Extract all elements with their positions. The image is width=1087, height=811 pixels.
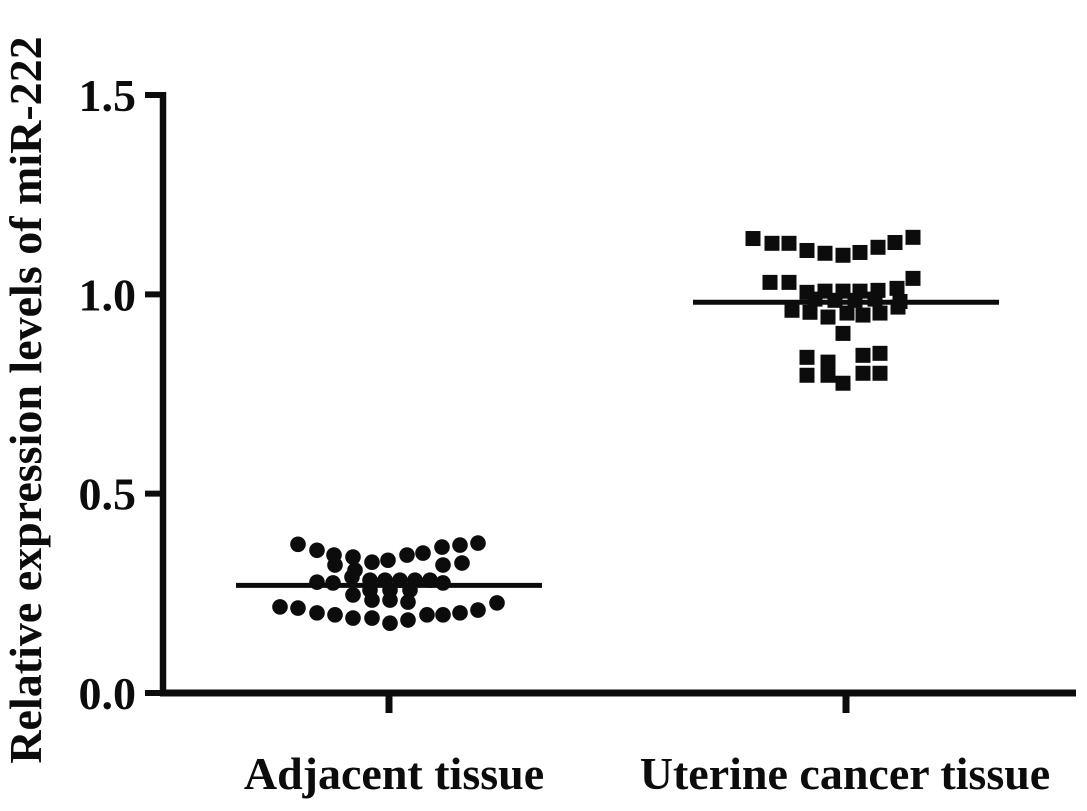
- data-point-circle: [452, 605, 468, 621]
- data-point-square: [762, 274, 778, 290]
- y-axis: 0.0 0.5 1.0 1.5: [79, 70, 167, 719]
- data-point-circle: [380, 552, 396, 569]
- data-point-circle: [435, 557, 451, 573]
- data-point-square: [820, 309, 836, 325]
- mean-lines: [236, 299, 999, 588]
- data-point-square: [799, 242, 815, 258]
- y-tick-label-0.0: 0.0: [79, 668, 137, 719]
- data-point-circle: [364, 554, 380, 571]
- data-point-square: [852, 244, 868, 260]
- data-point-circle: [345, 610, 361, 626]
- data-point-square: [799, 349, 815, 365]
- data-point-circle: [402, 582, 418, 598]
- data-point-circle: [309, 542, 325, 559]
- data-point-circle: [309, 574, 325, 590]
- data-point-circle: [272, 599, 288, 615]
- data-point-square: [827, 292, 843, 308]
- data-point-square: [905, 270, 921, 286]
- data-point-circle: [325, 575, 341, 591]
- data-point-square: [781, 235, 797, 251]
- data-point-circle: [399, 547, 415, 563]
- data-point-square: [870, 239, 886, 255]
- data-point-circle: [382, 615, 398, 632]
- data-point-circle: [454, 555, 470, 571]
- data-point-square: [835, 375, 851, 391]
- y-tick-label-0.5: 0.5: [79, 469, 137, 520]
- data-point-square: [867, 291, 883, 307]
- data-point-square: [835, 325, 851, 341]
- data-point-square: [835, 247, 851, 263]
- data-point-circle: [309, 605, 325, 621]
- data-point-circle: [435, 575, 451, 591]
- data-point-circle: [382, 592, 398, 608]
- data-point-circle: [400, 612, 416, 628]
- data-point-square: [784, 302, 800, 318]
- y-axis-title: Relative expression levels of miR-222: [0, 36, 51, 763]
- data-point-square: [855, 365, 871, 381]
- data-point-square: [799, 367, 815, 383]
- data-point-square: [847, 292, 863, 308]
- data-point-square: [855, 307, 871, 323]
- data-point-square: [887, 235, 903, 251]
- x-category-label-1: Uterine cancer tissue: [640, 748, 1050, 799]
- data-point-square: [905, 229, 921, 245]
- data-point-circle: [327, 607, 343, 623]
- data-point-circle: [489, 595, 505, 611]
- data-point-square: [820, 354, 836, 370]
- data-point-circle: [470, 602, 486, 618]
- data-point-circle: [364, 592, 380, 608]
- data-point-circle: [344, 569, 360, 585]
- y-tick-label-1.0: 1.0: [79, 269, 137, 320]
- data-point-circle: [327, 557, 343, 573]
- data-point-circle: [422, 572, 438, 588]
- data-point-square: [817, 245, 833, 261]
- data-point-circle: [290, 536, 306, 553]
- data-point-circle: [419, 607, 435, 623]
- x-axis: Adjacent tissue Uterine cancer tissue: [160, 689, 1076, 799]
- data-point-circle: [364, 610, 380, 626]
- data-point-square: [855, 347, 871, 363]
- data-point-circle: [345, 549, 361, 565]
- data-point-circle: [435, 607, 451, 623]
- data-point-circle: [452, 537, 468, 553]
- data-point-square: [872, 305, 888, 321]
- data-point-circle: [400, 594, 416, 610]
- x-category-label-0: Adjacent tissue: [244, 748, 544, 799]
- data-point-square: [820, 367, 836, 383]
- data-point-square: [745, 231, 761, 247]
- y-tick-label-1.5: 1.5: [79, 70, 137, 121]
- data-point-circle: [345, 587, 361, 603]
- data-point-square: [764, 235, 780, 251]
- data-point-circle: [290, 600, 306, 616]
- data-point-square: [889, 280, 905, 296]
- data-point-square: [890, 299, 906, 315]
- data-point-square: [872, 345, 888, 361]
- data-points: [272, 229, 921, 632]
- data-point-circle: [470, 535, 486, 551]
- data-point-square: [872, 365, 888, 381]
- data-point-circle: [392, 572, 408, 588]
- data-point-square: [839, 305, 855, 321]
- data-point-square: [781, 274, 797, 290]
- data-point-circle: [434, 539, 450, 555]
- data-point-square: [802, 304, 818, 320]
- data-point-square: [807, 291, 823, 307]
- data-point-circle: [415, 545, 431, 561]
